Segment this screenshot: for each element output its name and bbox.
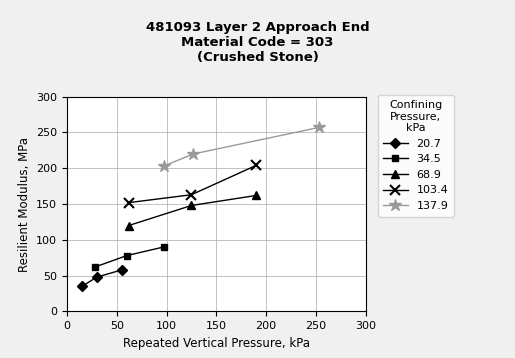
34.5: [124, 253, 130, 258]
20.7: [79, 284, 85, 289]
Line: 20.7: 20.7: [78, 266, 125, 290]
68.9: [253, 193, 259, 198]
103.4: [126, 200, 132, 205]
68.9: [126, 223, 132, 228]
103.4: [188, 193, 195, 197]
137.9: [161, 164, 167, 168]
Line: 137.9: 137.9: [157, 121, 325, 172]
Line: 68.9: 68.9: [125, 191, 260, 230]
137.9: [316, 125, 322, 130]
20.7: [94, 275, 100, 279]
Legend: 20.7, 34.5, 68.9, 103.4, 137.9: 20.7, 34.5, 68.9, 103.4, 137.9: [377, 95, 454, 217]
X-axis label: Repeated Vertical Pressure, kPa: Repeated Vertical Pressure, kPa: [123, 337, 310, 350]
103.4: [253, 163, 259, 168]
68.9: [188, 203, 195, 208]
Line: 103.4: 103.4: [124, 160, 261, 208]
34.5: [161, 245, 167, 249]
Line: 34.5: 34.5: [91, 243, 167, 271]
20.7: [118, 268, 125, 272]
137.9: [191, 152, 197, 156]
34.5: [92, 265, 98, 269]
Y-axis label: Resilient Modulus, MPa: Resilient Modulus, MPa: [18, 136, 30, 272]
Text: 481093 Layer 2 Approach End
Material Code = 303
(Crushed Stone): 481093 Layer 2 Approach End Material Cod…: [146, 21, 369, 64]
